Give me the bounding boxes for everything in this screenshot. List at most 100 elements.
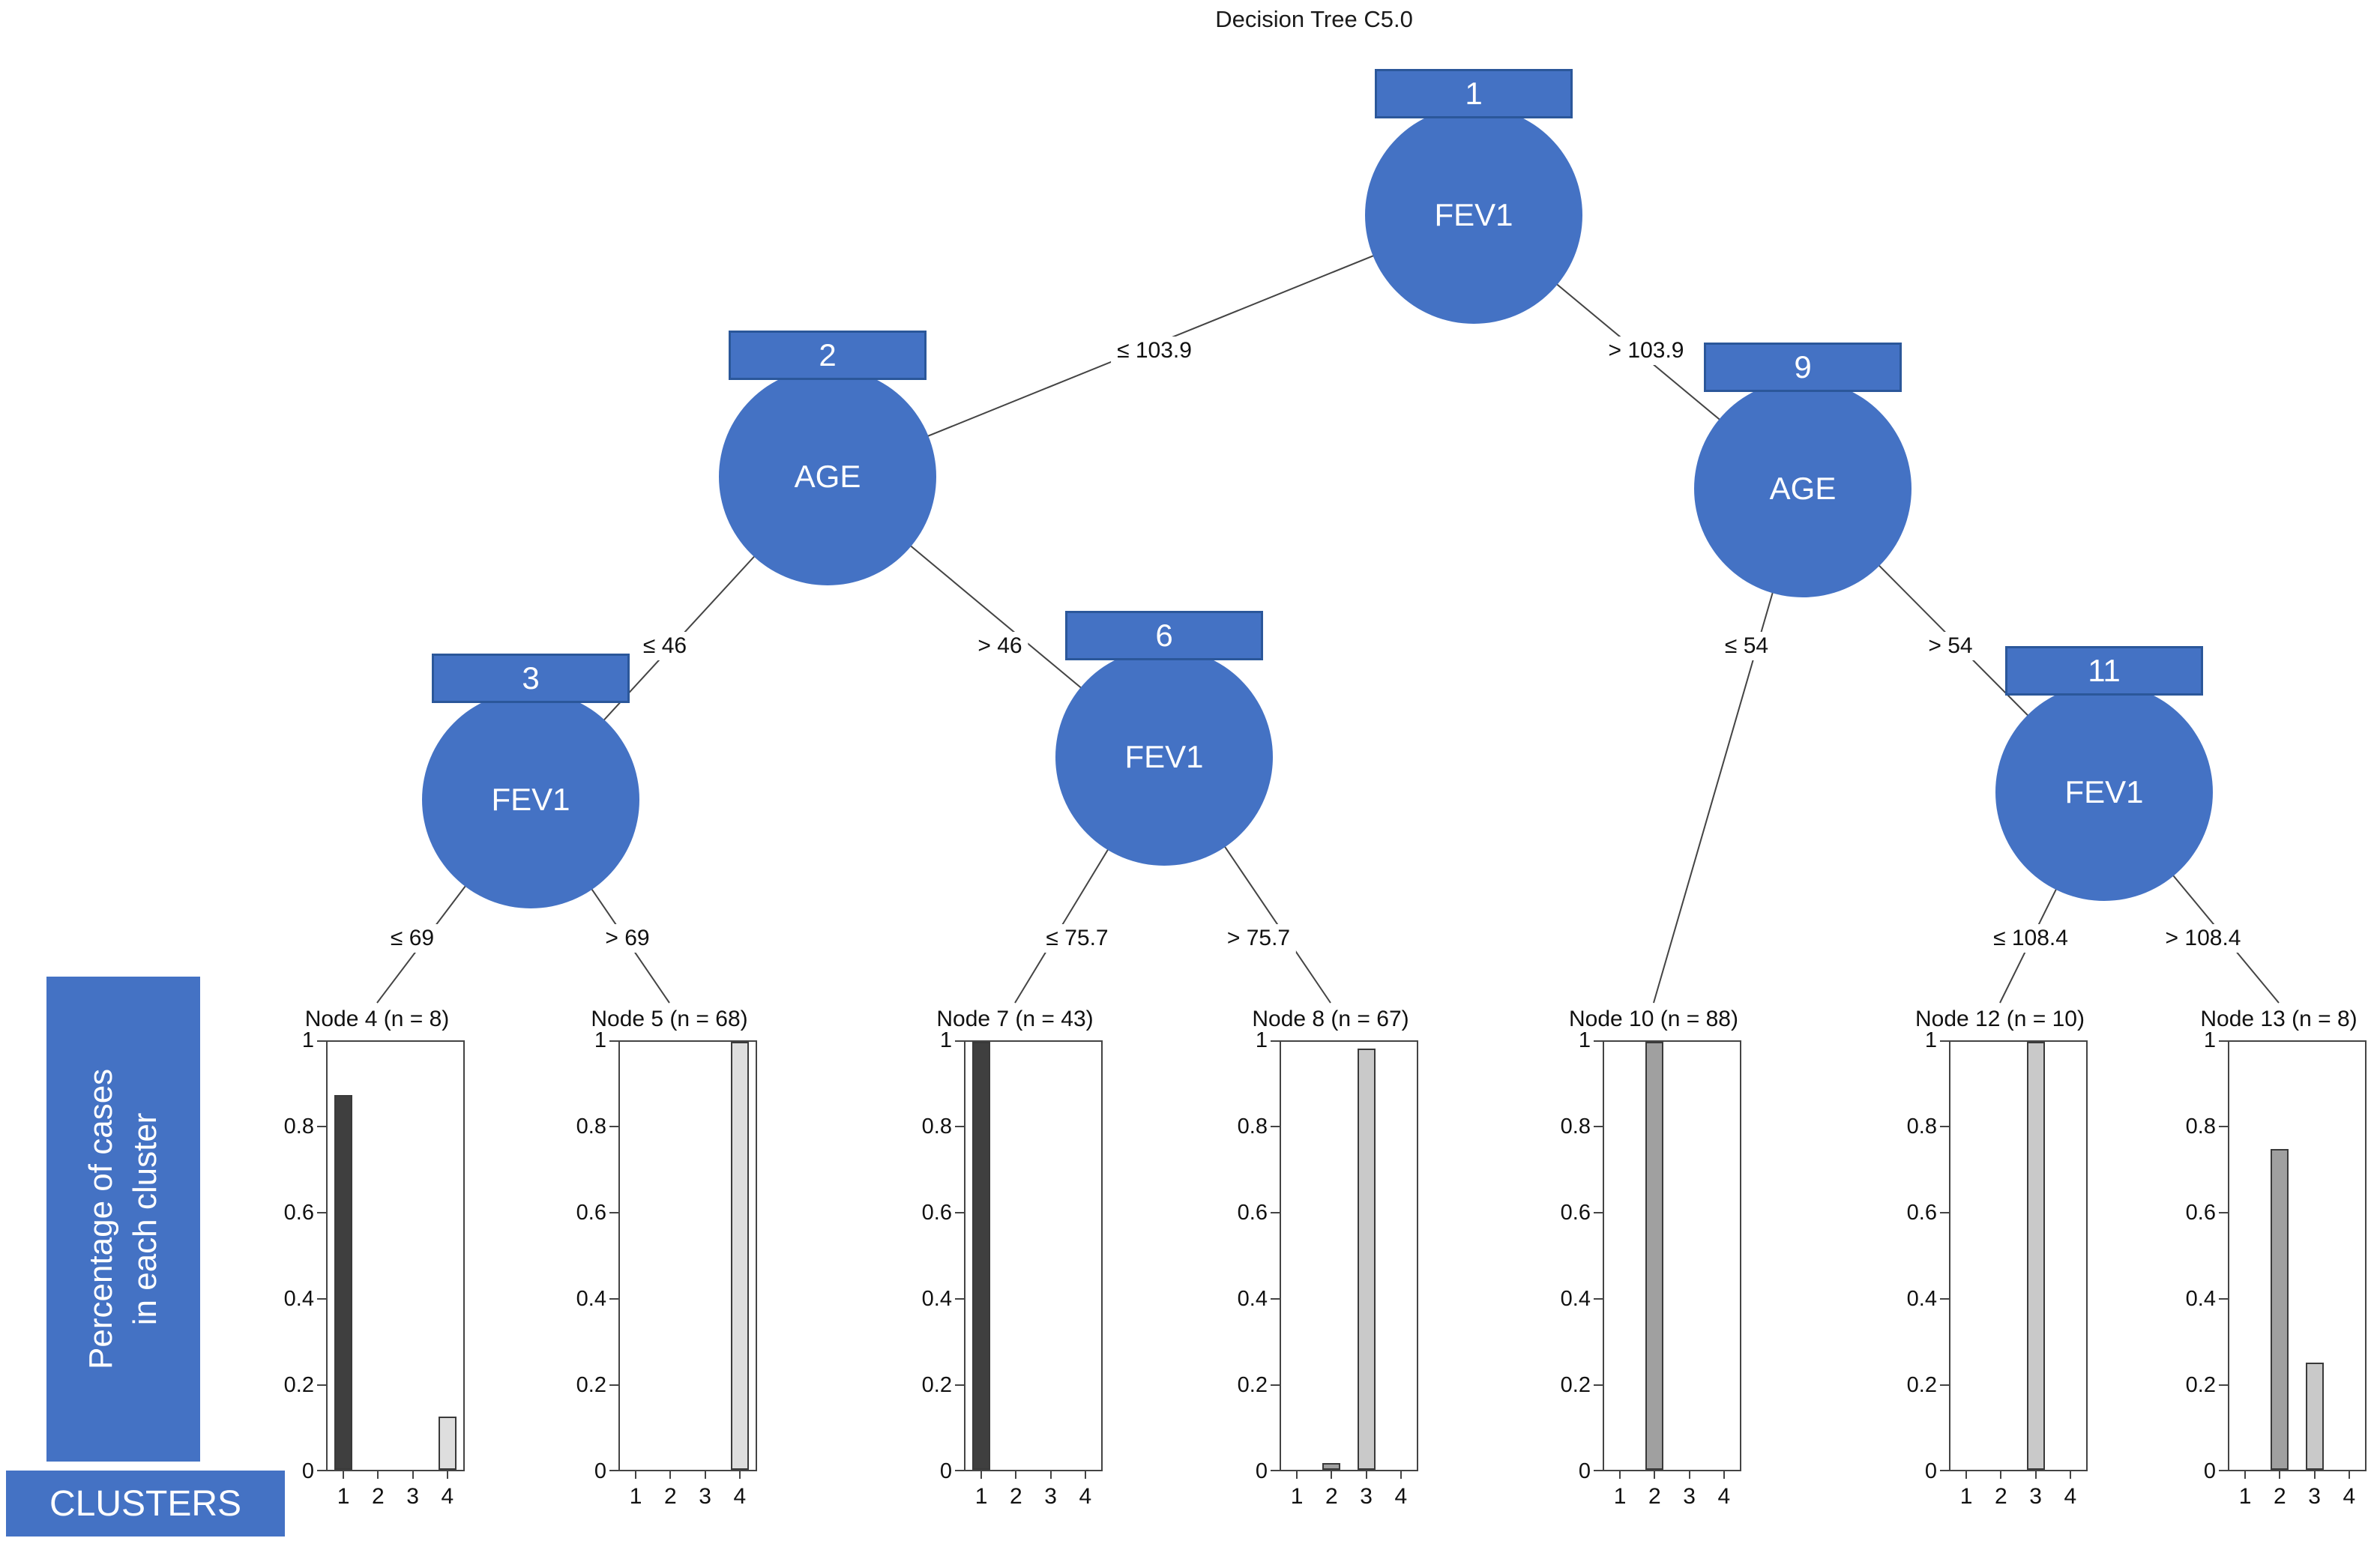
x-tick-mark: [2034, 1471, 2037, 1479]
y-tick-mark: [609, 1126, 618, 1127]
y-axis-label: Percentage of cases in each cluster: [79, 1069, 168, 1369]
x-tick-mark: [1654, 1471, 1656, 1479]
y-tick-label: 0.6: [576, 1201, 606, 1225]
leaf-chart-node-5: Node 5 (n = 68) 0 0.2 0.4 0.6 0.8 1 1 2 3 4: [564, 1004, 774, 1535]
split-label-2-3: ≤ 46: [636, 632, 693, 660]
bar-cluster-3: [2305, 1363, 2324, 1470]
y-tick-mark: [609, 1212, 618, 1213]
leaf-chart-node-7: Node 7 (n = 43) 0 0.2 0.4 0.6 0.8 1 1 2 3 4: [910, 1004, 1120, 1535]
y-tick-mark: [2219, 1298, 2228, 1300]
split-label-2-6: > 46: [971, 632, 1028, 660]
leaf-chart-node-8: Node 8 (n = 67) 0 0.2 0.4 0.6 0.8 1 1 2 3 4: [1226, 1004, 1435, 1535]
y-tick-label: 0.4: [1560, 1287, 1591, 1311]
y-tick-label: 0.8: [921, 1115, 952, 1139]
y-tick-label: 0.6: [1906, 1201, 1937, 1225]
bar-cluster-2: [2271, 1149, 2289, 1470]
x-tick-mark: [343, 1471, 345, 1479]
x-tick-mark: [1049, 1471, 1052, 1479]
y-tick-label: 0.8: [1560, 1115, 1591, 1139]
node-id-badge-2: 2: [729, 331, 927, 380]
y-tick-label: 0.2: [1237, 1373, 1268, 1397]
y-tick-mark: [1271, 1470, 1280, 1471]
tree-node-9: AGE 9: [1694, 343, 1911, 601]
y-tick-label: 0: [939, 1459, 952, 1483]
x-tick-mark: [1400, 1471, 1402, 1479]
node-id-badge-11: 11: [2005, 646, 2203, 696]
x-tick-label-cluster-3: 3: [1360, 1484, 1373, 1509]
y-tick-label: 0.2: [576, 1373, 606, 1397]
leaf-plot-node-10: 0 0.2 0.4 0.6 0.8 1 1 2 3 4: [1549, 1028, 1759, 1535]
bar-cluster-3: [2026, 1042, 2045, 1470]
x-tick-mark: [1015, 1471, 1017, 1479]
y-tick-label: 0: [1255, 1459, 1268, 1483]
leaf-title-node-8: Node 8 (n = 67): [1252, 1007, 1409, 1031]
y-tick-mark: [1594, 1470, 1603, 1471]
split-label-6-8: > 75.7: [1220, 924, 1297, 953]
y-tick-label: 0: [1924, 1459, 1937, 1483]
x-tick-mark: [412, 1471, 414, 1479]
bar-cluster-4: [438, 1417, 457, 1470]
node-variable-11: FEV1: [1995, 684, 2213, 901]
y-tick-label: 0: [301, 1459, 314, 1483]
tree-node-6: FEV1 6: [1055, 611, 1273, 869]
y-tick-mark: [1594, 1040, 1603, 1042]
x-tick-label-cluster-2: 2: [2274, 1484, 2286, 1509]
y-tick-label: 0.2: [2185, 1373, 2216, 1397]
y-tick-mark: [2219, 1212, 2228, 1213]
y-tick-label: 0.8: [1237, 1115, 1268, 1139]
y-tick-mark: [2219, 1470, 2228, 1471]
plot-box: [1603, 1040, 1741, 1471]
y-tick-mark: [1940, 1470, 1949, 1471]
y-tick-mark: [1594, 1298, 1603, 1300]
x-tick-label-cluster-4: 4: [1717, 1484, 1731, 1509]
tree-node-2: AGE 2: [719, 331, 936, 589]
x-tick-label-cluster-1: 1: [1959, 1484, 1973, 1509]
y-tick-label: 0.2: [283, 1373, 314, 1397]
leaf-chart-node-10: Node 10 (n = 88) 0 0.2 0.4 0.6 0.8 1 1 2 3 4: [1549, 1004, 1759, 1535]
split-label-1-9: > 103.9: [1602, 337, 1690, 365]
x-tick-label-cluster-2: 2: [1995, 1484, 2007, 1509]
y-tick-mark: [1271, 1298, 1280, 1300]
x-tick-label-cluster-3: 3: [2029, 1484, 2042, 1509]
y-tick-mark: [1594, 1126, 1603, 1127]
y-tick-label: 0.6: [1237, 1201, 1268, 1225]
y-tick-mark: [1271, 1212, 1280, 1213]
x-tick-mark: [738, 1471, 741, 1479]
split-label-11-12: ≤ 108.4: [1987, 924, 2074, 953]
y-tick-mark: [1940, 1126, 1949, 1127]
y-tick-mark: [955, 1212, 964, 1213]
y-tick-label: 0.6: [1560, 1201, 1591, 1225]
y-tick-label: 0.4: [1237, 1287, 1268, 1311]
y-tick-label: 0.8: [576, 1115, 606, 1139]
y-tick-mark: [317, 1040, 326, 1042]
split-label-11-13: > 108.4: [2159, 924, 2247, 953]
node-id-badge-6: 6: [1065, 611, 1263, 660]
y-tick-label: 0.4: [576, 1287, 606, 1311]
split-label-3-5: > 69: [599, 924, 656, 953]
y-tick-mark: [955, 1470, 964, 1471]
node-id-badge-3: 3: [432, 654, 630, 703]
y-tick-label: 0.8: [283, 1115, 314, 1139]
x-tick-mark: [1331, 1471, 1333, 1479]
x-tick-label-cluster-1: 1: [629, 1484, 642, 1509]
leaf-chart-node-12: Node 12 (n = 10) 0 0.2 0.4 0.6 0.8 1 1 2 3 4: [1895, 1004, 2105, 1535]
x-tick-label-cluster-4: 4: [733, 1484, 747, 1509]
y-tick-label: 1: [1578, 1028, 1591, 1052]
y-tick-label: 0.8: [2185, 1115, 2216, 1139]
x-tick-label-cluster-1: 1: [337, 1484, 350, 1509]
y-tick-mark: [609, 1298, 618, 1300]
x-tick-label-cluster-3: 3: [1044, 1484, 1057, 1509]
x-tick-label-cluster-2: 2: [1010, 1484, 1022, 1509]
leaf-title-node-4: Node 4 (n = 8): [304, 1007, 450, 1031]
node-id-badge-1: 1: [1375, 69, 1573, 118]
x-tick-label-cluster-4: 4: [2064, 1484, 2077, 1509]
y-tick-mark: [1940, 1040, 1949, 1042]
x-tick-mark: [1965, 1471, 1968, 1479]
y-axis-label-line2: in each cluster: [127, 1112, 164, 1326]
x-tick-mark: [2348, 1471, 2350, 1479]
y-tick-label: 1: [939, 1028, 952, 1052]
x-tick-label-cluster-3: 3: [699, 1484, 711, 1509]
leaf-plot-node-5: 0 0.2 0.4 0.6 0.8 1 1 2 3 4: [564, 1028, 774, 1535]
x-tick-mark: [1296, 1471, 1298, 1479]
x-tick-mark: [980, 1471, 983, 1479]
